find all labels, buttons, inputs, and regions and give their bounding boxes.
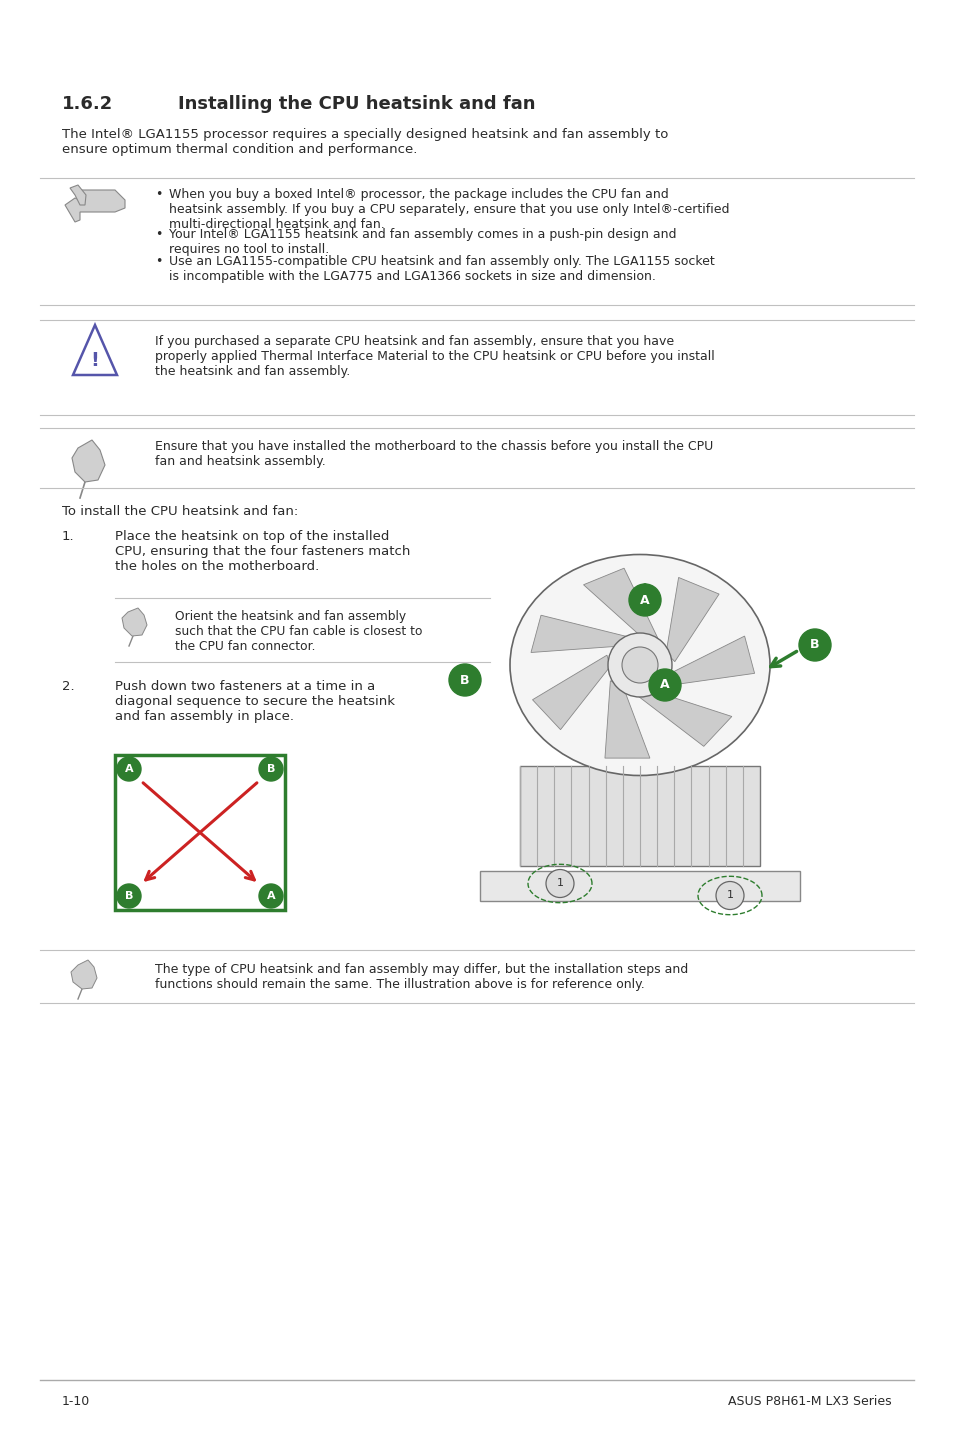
Circle shape bbox=[449, 664, 480, 696]
Text: Installing the CPU heatsink and fan: Installing the CPU heatsink and fan bbox=[178, 95, 535, 114]
Circle shape bbox=[117, 756, 141, 781]
Polygon shape bbox=[71, 961, 97, 989]
Text: •: • bbox=[154, 229, 162, 242]
Text: The Intel® LGA1155 processor requires a specially designed heatsink and fan asse: The Intel® LGA1155 processor requires a … bbox=[62, 128, 668, 155]
Circle shape bbox=[117, 884, 141, 907]
Polygon shape bbox=[531, 615, 628, 653]
Text: Your Intel® LGA1155 heatsink and fan assembly comes in a push-pin design and
req: Your Intel® LGA1155 heatsink and fan ass… bbox=[169, 229, 676, 256]
Text: The type of CPU heatsink and fan assembly may differ, but the installation steps: The type of CPU heatsink and fan assembl… bbox=[154, 963, 687, 991]
Circle shape bbox=[628, 584, 660, 615]
Text: If you purchased a separate CPU heatsink and fan assembly, ensure that you have
: If you purchased a separate CPU heatsink… bbox=[154, 335, 714, 378]
Circle shape bbox=[258, 884, 283, 907]
Text: 1: 1 bbox=[726, 890, 733, 900]
Text: Ensure that you have installed the motherboard to the chassis before you install: Ensure that you have installed the mothe… bbox=[154, 440, 713, 467]
Text: When you buy a boxed Intel® processor, the package includes the CPU fan and
heat: When you buy a boxed Intel® processor, t… bbox=[169, 188, 729, 232]
Text: Place the heatsink on top of the installed
CPU, ensuring that the four fasteners: Place the heatsink on top of the install… bbox=[115, 531, 410, 572]
Circle shape bbox=[545, 870, 574, 897]
Text: 1-10: 1-10 bbox=[62, 1395, 91, 1408]
Text: ASUS P8H61-M LX3 Series: ASUS P8H61-M LX3 Series bbox=[727, 1395, 891, 1408]
Text: A: A bbox=[659, 679, 669, 692]
Circle shape bbox=[716, 881, 743, 909]
Circle shape bbox=[607, 633, 671, 697]
Text: Use an LGA1155-compatible CPU heatsink and fan assembly only. The LGA1155 socket: Use an LGA1155-compatible CPU heatsink a… bbox=[169, 255, 714, 283]
Text: •: • bbox=[154, 188, 162, 201]
Text: 1.6.2: 1.6.2 bbox=[62, 95, 113, 114]
Bar bbox=[115, 755, 285, 910]
Text: 1.: 1. bbox=[62, 531, 74, 544]
Text: A: A bbox=[639, 594, 649, 607]
Circle shape bbox=[799, 628, 830, 661]
Text: 1: 1 bbox=[556, 879, 563, 889]
Text: To install the CPU heatsink and fan:: To install the CPU heatsink and fan: bbox=[62, 505, 298, 518]
Polygon shape bbox=[636, 689, 731, 746]
Polygon shape bbox=[65, 190, 125, 221]
Text: B: B bbox=[267, 764, 274, 774]
Polygon shape bbox=[583, 568, 658, 640]
Polygon shape bbox=[71, 440, 105, 482]
Text: B: B bbox=[809, 638, 819, 651]
Text: A: A bbox=[267, 892, 275, 902]
Polygon shape bbox=[604, 680, 649, 758]
Polygon shape bbox=[664, 636, 754, 686]
Text: B: B bbox=[459, 673, 469, 686]
Bar bbox=[479, 870, 800, 900]
Text: !: ! bbox=[91, 351, 99, 370]
Polygon shape bbox=[70, 186, 86, 206]
Circle shape bbox=[258, 756, 283, 781]
Text: •: • bbox=[154, 255, 162, 267]
Text: Orient the heatsink and fan assembly
such that the CPU fan cable is closest to
t: Orient the heatsink and fan assembly suc… bbox=[174, 610, 422, 653]
Text: 2.: 2. bbox=[62, 680, 74, 693]
Polygon shape bbox=[122, 608, 147, 636]
Text: B: B bbox=[125, 892, 133, 902]
Bar bbox=[519, 765, 760, 866]
Circle shape bbox=[648, 669, 680, 700]
Text: Push down two fasteners at a time in a
diagonal sequence to secure the heatsink
: Push down two fasteners at a time in a d… bbox=[115, 680, 395, 723]
Polygon shape bbox=[73, 325, 117, 375]
Ellipse shape bbox=[510, 555, 769, 775]
Polygon shape bbox=[532, 656, 609, 729]
Text: A: A bbox=[125, 764, 133, 774]
Polygon shape bbox=[665, 578, 719, 661]
Circle shape bbox=[621, 647, 658, 683]
